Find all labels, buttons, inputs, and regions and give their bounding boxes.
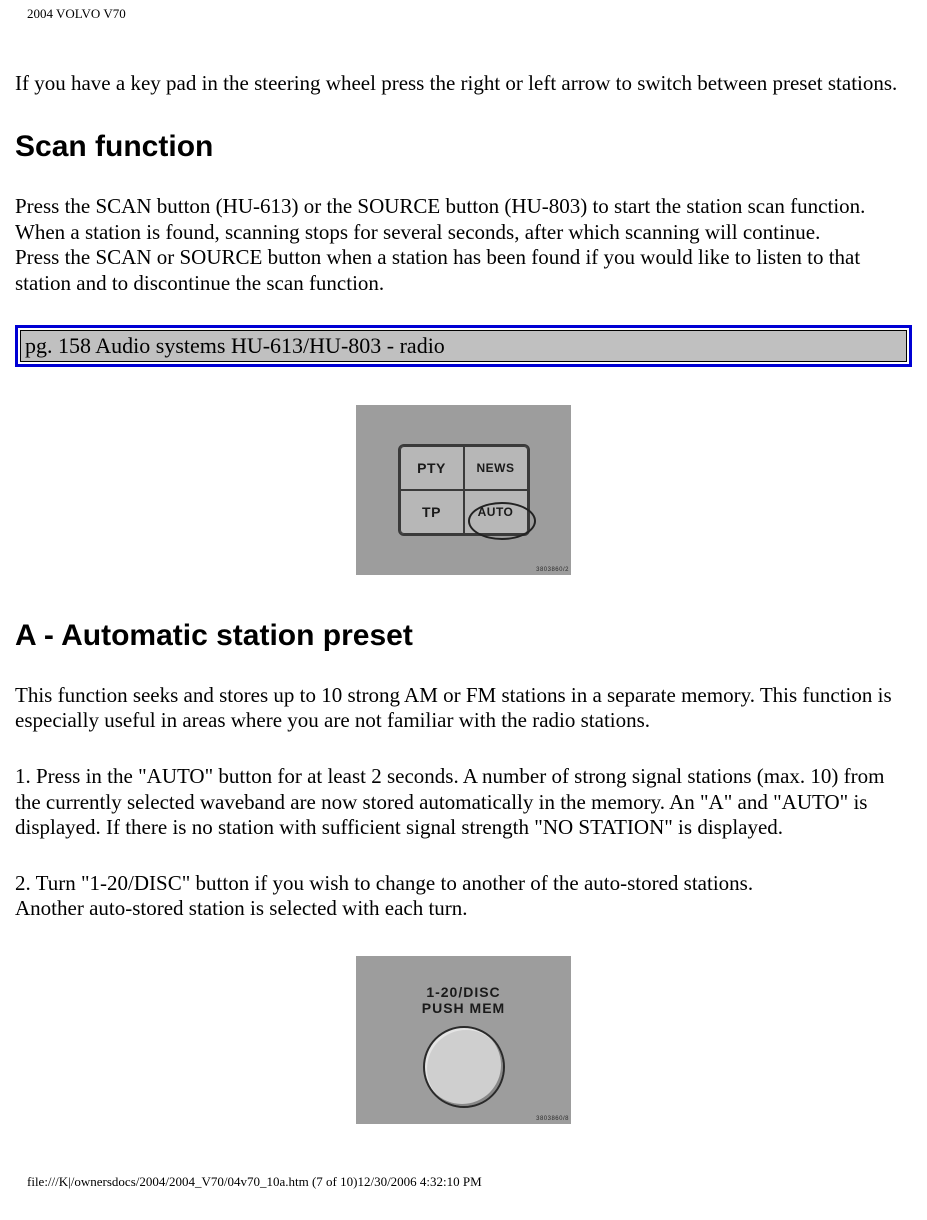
document-footer: file:///K|/ownersdocs/2004/2004_V70/04v7…: [15, 1134, 912, 1190]
page-reference-banner: pg. 158 Audio systems HU-613/HU-803 - ra…: [15, 325, 912, 367]
heading-automatic-preset: A - Automatic station preset: [15, 619, 912, 653]
page-reference-text: pg. 158 Audio systems HU-613/HU-803 - ra…: [20, 330, 907, 362]
document-header: 2004 VOLVO V70: [15, 0, 912, 22]
document-page: 2004 VOLVO V70 If you have a key pad in …: [0, 0, 927, 1220]
knob-label: 1-20/DISC PUSH MEM: [356, 984, 571, 1016]
figure-1-wrap: PTY NEWS TP AUTO 3803860/2: [15, 405, 912, 575]
auto-p3-line-1: 2. Turn "1-20/DISC" button if you wish t…: [15, 871, 753, 895]
button-news: NEWS: [464, 446, 528, 490]
figure-1-caption: 3803860/2: [536, 567, 569, 573]
button-auto: AUTO: [464, 490, 528, 534]
figure-2-wrap: 1-20/DISC PUSH MEM 3803860/8: [15, 956, 912, 1124]
knob-label-line-2: PUSH MEM: [422, 1000, 505, 1016]
scan-paragraph: Press the SCAN button (HU-613) or the SO…: [15, 194, 912, 296]
auto-p3-line-2: Another auto-stored station is selected …: [15, 896, 468, 920]
button-tp: TP: [400, 490, 464, 534]
button-grid: PTY NEWS TP AUTO: [398, 444, 530, 536]
intro-paragraph: If you have a key pad in the steering wh…: [15, 70, 912, 96]
figure-2-caption: 3803860/8: [536, 1116, 569, 1122]
knob-icon: [423, 1026, 505, 1108]
auto-paragraph-3: 2. Turn "1-20/DISC" button if you wish t…: [15, 871, 912, 922]
scan-line-2: When a station is found, scanning stops …: [15, 220, 820, 244]
knob-label-line-1: 1-20/DISC: [426, 984, 500, 1000]
auto-paragraph-1: This function seeks and stores up to 10 …: [15, 683, 912, 734]
auto-paragraph-2: 1. Press in the "AUTO" button for at lea…: [15, 764, 912, 841]
figure-button-panel: PTY NEWS TP AUTO 3803860/2: [356, 405, 571, 575]
heading-scan-function: Scan function: [15, 130, 912, 164]
scan-line-1: Press the SCAN button (HU-613) or the SO…: [15, 194, 865, 218]
scan-line-3: Press the SCAN or SOURCE button when a s…: [15, 245, 860, 295]
button-pty: PTY: [400, 446, 464, 490]
figure-knob-panel: 1-20/DISC PUSH MEM 3803860/8: [356, 956, 571, 1124]
